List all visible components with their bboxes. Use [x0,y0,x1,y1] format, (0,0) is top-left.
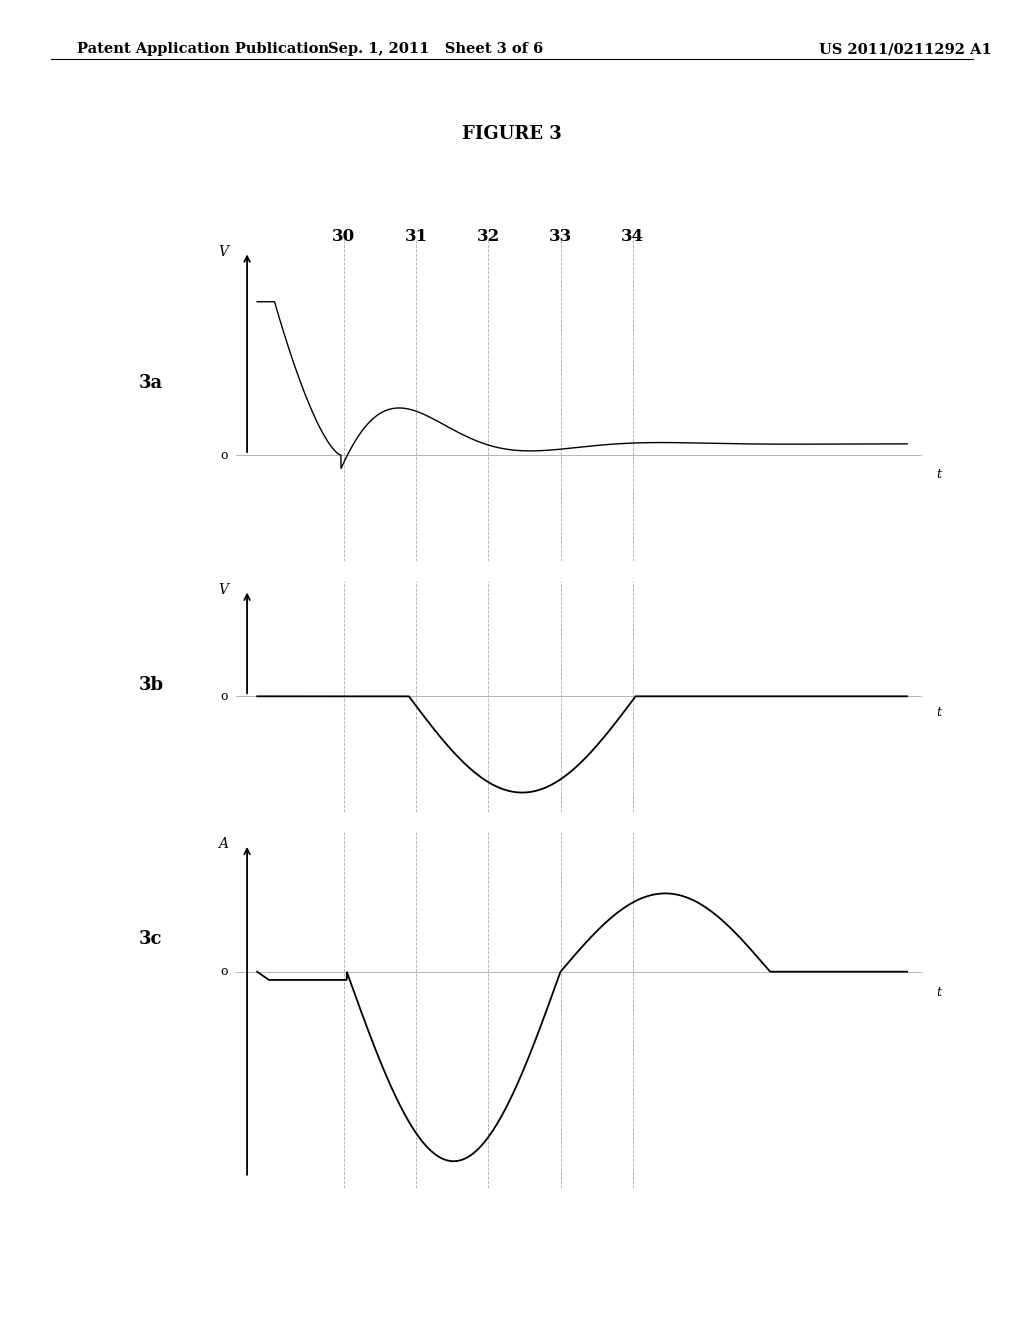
Text: Sep. 1, 2011   Sheet 3 of 6: Sep. 1, 2011 Sheet 3 of 6 [328,42,543,57]
Text: V: V [218,244,228,259]
Text: t: t [936,986,941,999]
Text: A: A [218,837,228,851]
Text: FIGURE 3: FIGURE 3 [462,125,562,144]
Text: Patent Application Publication: Patent Application Publication [77,42,329,57]
Text: 33: 33 [549,227,572,244]
Text: 3b: 3b [138,676,164,694]
Text: 31: 31 [404,227,428,244]
Text: 30: 30 [332,227,355,244]
Text: o: o [221,690,228,702]
Text: US 2011/0211292 A1: US 2011/0211292 A1 [819,42,992,57]
Text: o: o [221,449,228,462]
Text: t: t [936,705,941,718]
Text: 3c: 3c [138,929,162,948]
Text: V: V [218,582,228,597]
Text: 3a: 3a [138,374,163,392]
Text: 32: 32 [476,227,500,244]
Text: o: o [221,965,228,978]
Text: t: t [936,469,941,480]
Text: 34: 34 [622,227,644,244]
